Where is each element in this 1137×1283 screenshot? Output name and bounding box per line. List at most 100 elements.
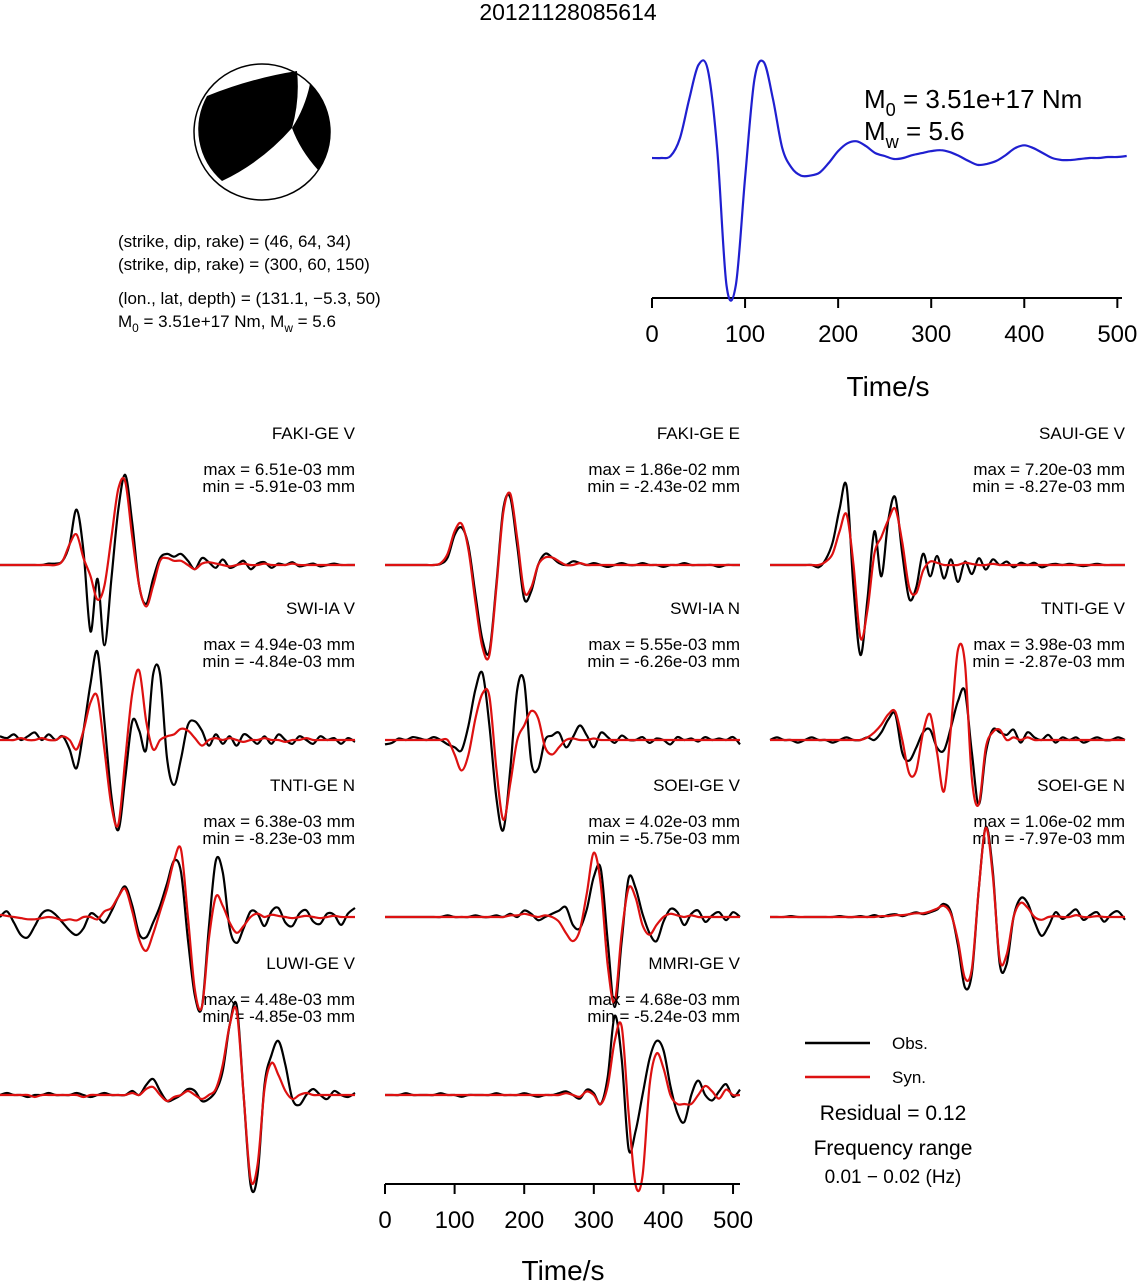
synthetic-trace — [385, 851, 740, 1005]
x-tick-label: 0 — [378, 1207, 391, 1234]
observed-trace — [384, 1014, 741, 1154]
x-tick-label: 200 — [818, 321, 858, 348]
min-label: min = -2.43e-02 mm — [587, 477, 740, 496]
max-label: max = 4.68e-03 mm — [588, 990, 740, 1009]
annotation: Mw = 5.6 — [864, 116, 965, 152]
min-label: min = -6.26e-03 mm — [587, 652, 740, 671]
x-tick-label: 400 — [643, 1207, 683, 1234]
min-label: min = -7.97e-03 mm — [972, 829, 1125, 848]
text-part: = 3.51e+17 Nm — [896, 84, 1082, 114]
station-label: LUWI-GE V — [266, 954, 355, 973]
beachball — [193, 63, 331, 201]
max-label: max = 6.51e-03 mm — [203, 460, 355, 479]
observed-trace — [384, 670, 741, 832]
observed-trace — [385, 863, 741, 1009]
station-label: TNTI-GE V — [1041, 599, 1126, 618]
max-label: max = 1.86e-02 mm — [588, 460, 740, 479]
x-axis-label: Time/s — [847, 371, 930, 402]
note: Residual = 0.12 — [820, 1102, 967, 1125]
text-part: M — [118, 312, 132, 331]
x-tick-label: 500 — [713, 1207, 753, 1234]
station-label: SAUI-GE V — [1039, 424, 1126, 443]
source-time-function — [651, 59, 1127, 302]
note: 0.01 − 0.02 (Hz) — [825, 1167, 962, 1188]
synthetic-trace — [0, 476, 355, 608]
observed-trace — [0, 855, 356, 1013]
min-label: min = -4.84e-03 mm — [202, 652, 355, 671]
text-part: = 5.6 — [899, 116, 965, 146]
max-label: max = 4.48e-03 mm — [203, 990, 355, 1009]
station-label: SOEI-GE V — [653, 776, 741, 795]
synthetic-trace — [384, 1021, 741, 1193]
mechanism-text: (strike, dip, rake) = (300, 60, 150) — [118, 255, 370, 274]
compression-lobe — [198, 71, 298, 181]
subscript: 0 — [886, 100, 896, 120]
max-label: max = 4.02e-03 mm — [588, 812, 740, 831]
max-label: max = 4.94e-03 mm — [203, 635, 355, 654]
min-label: min = -5.91e-03 mm — [202, 477, 355, 496]
synthetic-trace — [0, 668, 355, 828]
x-tick-label: 300 — [574, 1207, 614, 1234]
x-tick-label: 0 — [645, 321, 658, 348]
legend-label: Obs. — [892, 1034, 928, 1053]
subscript: w — [885, 132, 900, 152]
synthetic-trace — [769, 506, 1125, 641]
text-part: M — [864, 84, 886, 114]
min-label: min = -4.85e-03 mm — [202, 1007, 355, 1026]
station-label: SWI-IA V — [286, 599, 356, 618]
subscript: 0 — [132, 321, 139, 335]
min-label: min = -5.75e-03 mm — [587, 829, 740, 848]
x-axis-label: Time/s — [522, 1255, 605, 1283]
min-label: min = -5.24e-03 mm — [587, 1007, 740, 1026]
figure-title: 20121128085614 — [479, 0, 657, 25]
synthetic-trace — [0, 845, 355, 1012]
min-label: min = -8.27e-03 mm — [972, 477, 1125, 496]
text-part: = 5.6 — [293, 312, 336, 331]
max-label: max = 1.06e-02 mm — [973, 812, 1125, 831]
annotation: M0 = 3.51e+17 Nm — [864, 84, 1082, 120]
min-label: min = -2.87e-03 mm — [972, 652, 1125, 671]
note: Frequency range — [814, 1137, 973, 1160]
station-label: FAKI-GE V — [272, 424, 356, 443]
station-label: SOEI-GE N — [1037, 776, 1125, 795]
station-label: FAKI-GE E — [657, 424, 740, 443]
mechanism-text: (lon., lat, depth) = (131.1, −5.3, 50) — [118, 289, 381, 308]
x-tick-label: 100 — [435, 1207, 475, 1234]
mechanism-text: M0 = 3.51e+17 Nm, Mw = 5.6 — [118, 312, 336, 335]
synthetic-trace — [384, 687, 740, 821]
min-label: min = -8.23e-03 mm — [202, 829, 355, 848]
text-part: M — [864, 116, 886, 146]
station-label: SWI-IA N — [670, 599, 740, 618]
observed-trace — [769, 481, 1125, 657]
max-label: max = 6.38e-03 mm — [203, 812, 355, 831]
x-tick-label: 400 — [1004, 321, 1044, 348]
legend-label: Syn. — [892, 1068, 926, 1087]
compression-lobe — [292, 84, 330, 170]
observed-trace — [769, 687, 1126, 806]
station-label: TNTI-GE N — [270, 776, 355, 795]
max-label: max = 3.98e-03 mm — [973, 635, 1125, 654]
text-part: = 3.51e+17 Nm, M — [139, 312, 285, 331]
x-tick-label: 300 — [911, 321, 951, 348]
x-tick-label: 100 — [725, 321, 765, 348]
synthetic-trace — [0, 1005, 355, 1185]
station-label: MMRI-GE V — [648, 954, 740, 973]
x-tick-label: 500 — [1097, 321, 1137, 348]
max-label: max = 7.20e-03 mm — [973, 460, 1125, 479]
x-tick-label: 200 — [504, 1207, 544, 1234]
observed-trace — [384, 493, 740, 656]
mechanism-text: (strike, dip, rake) = (46, 64, 34) — [118, 232, 351, 251]
subscript: w — [283, 321, 293, 335]
